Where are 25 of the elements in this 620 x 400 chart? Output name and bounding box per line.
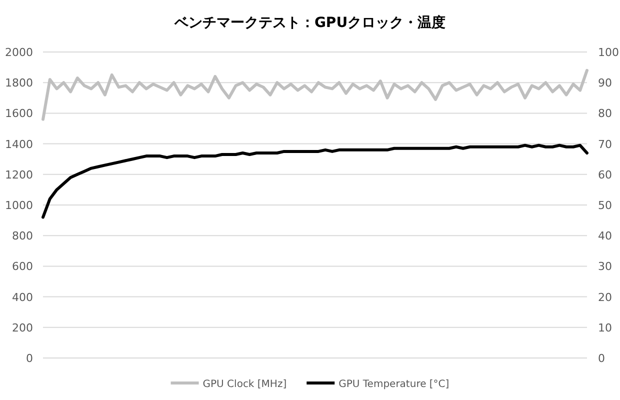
- y-tick-label: 0: [26, 352, 33, 365]
- y2-tick-label: 80: [598, 107, 612, 120]
- y-tick-label: 600: [12, 260, 33, 274]
- y2-tick-label: 90: [598, 76, 612, 90]
- y-tick-label: 1600: [5, 107, 33, 120]
- y2-tick-label: 30: [598, 260, 612, 274]
- y-tick-label: 800: [12, 230, 33, 243]
- y2-tick-label: 10: [598, 321, 612, 334]
- y-tick-label: 1200: [5, 168, 33, 182]
- y2-tick-label: 50: [598, 199, 612, 212]
- legend-label: GPU Clock [MHz]: [202, 379, 287, 390]
- y2-tick-label: 60: [598, 168, 612, 182]
- y-tick-label: 400: [12, 290, 33, 304]
- chart-title: ベンチマークテスト：GPUクロック・温度: [173, 14, 446, 31]
- y-tick-label: 1400: [5, 138, 33, 151]
- y2-tick-label: 70: [598, 138, 612, 151]
- y2-tick-label: 20: [598, 290, 612, 304]
- y-tick-label: 200: [12, 321, 33, 334]
- y-tick-label: 1800: [5, 76, 33, 90]
- y2-tick-label: 0: [598, 352, 605, 365]
- legend-label: GPU Temperature [°C]: [338, 379, 450, 390]
- y2-tick-label: 40: [598, 230, 612, 243]
- y2-tick-label: 100: [598, 46, 619, 59]
- y-tick-label: 2000: [5, 46, 33, 59]
- y-tick-label: 1000: [5, 199, 33, 212]
